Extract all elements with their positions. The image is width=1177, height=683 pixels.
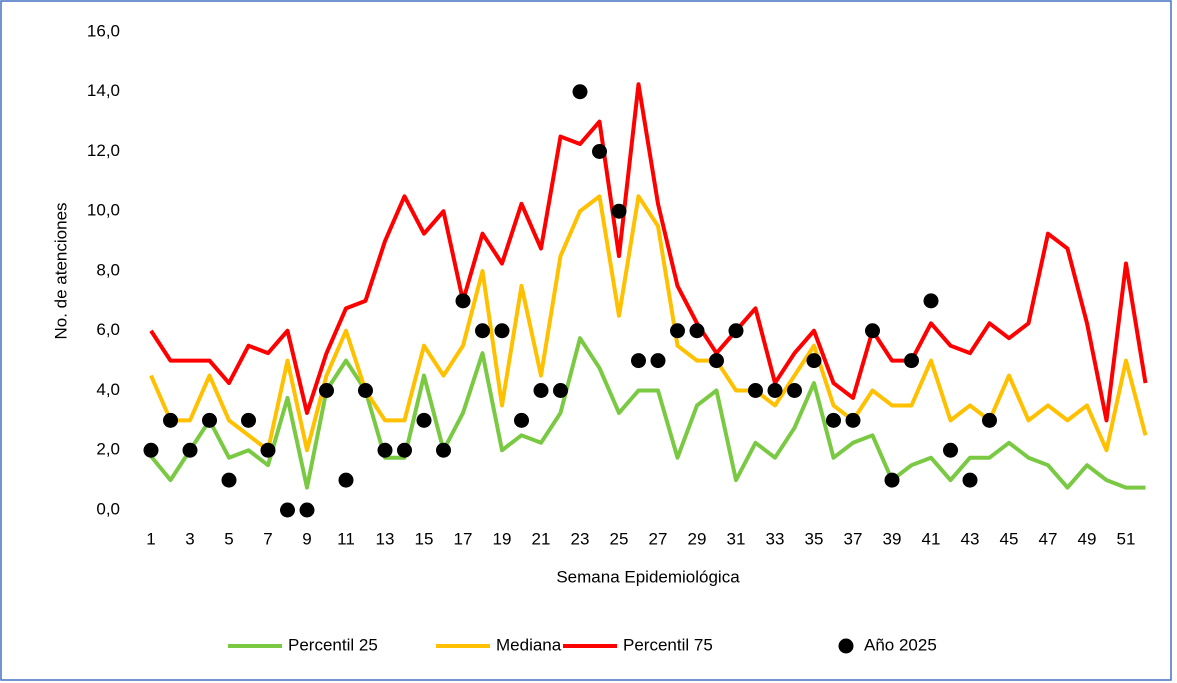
- y-tick-label: 4,0: [96, 380, 120, 399]
- data-point: [962, 472, 978, 488]
- data-line: [149, 336, 1146, 490]
- x-tick-label: 27: [649, 529, 668, 548]
- x-tick-label: 31: [727, 529, 746, 548]
- data-point: [338, 472, 354, 488]
- data-point: [416, 412, 432, 428]
- data-point: [650, 353, 666, 369]
- x-tick-label: 49: [1078, 529, 1097, 548]
- x-tick-label: 1: [146, 529, 155, 548]
- data-point: [787, 383, 802, 398]
- data-point: [611, 203, 627, 219]
- y-tick-label: 12,0: [87, 141, 120, 160]
- x-tick-label: 21: [532, 529, 551, 548]
- x-tick-label: 51: [1117, 529, 1136, 548]
- data-point: [397, 442, 412, 458]
- data-point: [494, 323, 510, 339]
- y-tick-label: 14,0: [87, 81, 120, 100]
- y-axis-title: No. de atenciones: [51, 202, 70, 339]
- data-point: [358, 383, 373, 398]
- x-tick-label: 17: [454, 529, 473, 548]
- data-point: [826, 412, 841, 428]
- x-tick-label: 15: [415, 529, 434, 548]
- data-point: [572, 84, 588, 100]
- data-point: [455, 293, 471, 309]
- x-tick-label: 35: [805, 529, 824, 548]
- data-point: [182, 442, 198, 458]
- x-tick-label: 23: [571, 529, 590, 548]
- data-point: [475, 323, 490, 339]
- data-point: [923, 293, 939, 309]
- x-tick-label: 29: [688, 529, 707, 548]
- data-point: [533, 383, 549, 398]
- data-point: [806, 353, 822, 369]
- data-point: [163, 412, 178, 428]
- legend-marker: [838, 638, 854, 654]
- x-tick-label: 13: [376, 529, 395, 548]
- data-point: [241, 412, 256, 428]
- x-tick-label: 41: [922, 529, 941, 548]
- data-line: [149, 82, 1148, 423]
- legend-label: Mediana: [496, 635, 562, 654]
- data-point: [904, 353, 919, 369]
- y-tick-label: 0,0: [96, 499, 120, 518]
- data-point: [260, 442, 276, 458]
- data-line: [149, 194, 1148, 453]
- x-tick-label: 9: [302, 529, 311, 548]
- data-point: [982, 412, 997, 428]
- x-tick-label: 5: [224, 529, 233, 548]
- data-point: [280, 502, 295, 518]
- data-point: [865, 323, 880, 339]
- data-point: [670, 323, 685, 339]
- x-tick-label: 47: [1039, 529, 1058, 548]
- data-point: [202, 412, 217, 428]
- data-point: [689, 323, 705, 339]
- data-point: [553, 383, 568, 398]
- y-tick-label: 8,0: [96, 260, 120, 279]
- data-point: [845, 412, 861, 428]
- y-tick-label: 10,0: [87, 201, 120, 220]
- x-axis-title: Semana Epidemiológica: [556, 567, 740, 586]
- x-tick-label: 43: [961, 529, 980, 548]
- data-point: [592, 144, 607, 159]
- data-point: [767, 383, 783, 398]
- data-point: [377, 442, 393, 458]
- data-point: [319, 383, 334, 398]
- data-point: [884, 472, 900, 488]
- x-tick-label: 7: [263, 529, 272, 548]
- data-point: [728, 323, 744, 339]
- x-tick-label: 19: [493, 529, 512, 548]
- data-point: [143, 442, 159, 458]
- legend-label: Percentil 75: [623, 635, 713, 654]
- data-point: [748, 383, 763, 398]
- y-tick-label: 6,0: [96, 320, 120, 339]
- x-tick-label: 39: [883, 529, 902, 548]
- x-tick-label: 45: [1000, 529, 1019, 548]
- data-point: [514, 412, 529, 428]
- y-tick-label: 16,0: [87, 21, 120, 40]
- legend-label: Percentil 25: [288, 635, 378, 654]
- data-point: [221, 472, 237, 488]
- x-tick-label: 11: [337, 529, 355, 548]
- x-tick-label: 33: [766, 529, 785, 548]
- y-tick-label: 2,0: [96, 440, 120, 459]
- legend-label: Año 2025: [864, 635, 937, 654]
- x-tick-label: 37: [844, 529, 863, 548]
- data-point: [299, 502, 315, 518]
- x-tick-label: 25: [610, 529, 629, 548]
- data-point: [709, 353, 724, 369]
- data-point: [943, 442, 958, 458]
- data-point: [436, 442, 451, 458]
- x-tick-label: 3: [185, 529, 194, 548]
- data-point: [631, 353, 646, 369]
